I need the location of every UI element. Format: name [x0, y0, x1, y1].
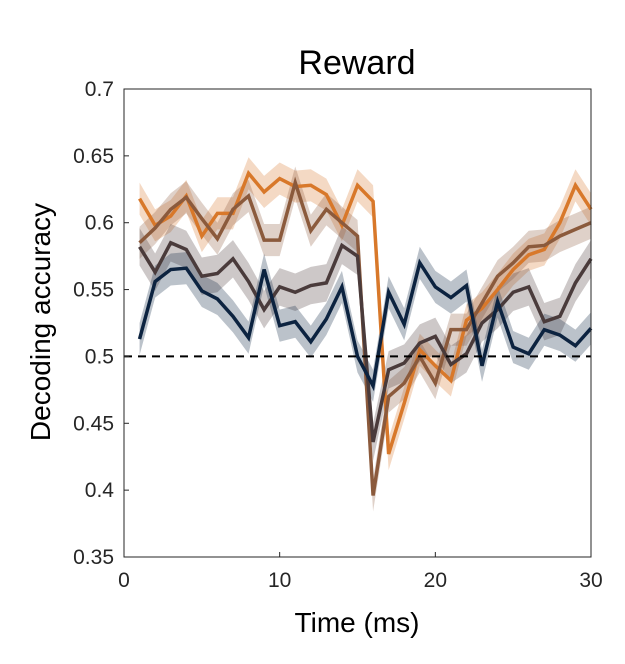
x-tick-label: 0: [118, 569, 130, 592]
y-tick-label: 0.4: [85, 479, 115, 502]
x-tick-label: 30: [579, 569, 602, 592]
x-axis-label: Time (ms): [295, 607, 420, 638]
y-tick-label: 0.5: [85, 345, 114, 368]
series-1-band: [139, 157, 592, 471]
x-tick-label: 10: [268, 569, 291, 592]
y-tick-label: 0.6: [85, 212, 114, 235]
x-axis-ticks: 0 10 20 30: [118, 552, 603, 592]
y-tick-label: 0.65: [73, 145, 114, 168]
series-3-line: [138, 240, 593, 443]
y-axis-ticks: 0.35 0.4 0.45 0.5 0.55 0.6 0.65 0.7: [73, 78, 129, 569]
y-tick-label: 0.7: [85, 78, 114, 101]
plot-area-frame: [123, 88, 592, 558]
y-tick-label: 0.55: [73, 279, 114, 302]
chart-title: Reward: [298, 44, 415, 82]
y-tick-label: 0.35: [73, 546, 114, 569]
y-axis-label: Decoding accuracy: [25, 203, 56, 441]
x-tick-label: 20: [424, 569, 447, 592]
series-2-band: [139, 166, 592, 512]
series-4-line: [137, 258, 593, 392]
series-lines: [137, 169, 593, 496]
y-tick-label: 0.45: [73, 412, 114, 435]
series-1-line: [138, 169, 593, 455]
